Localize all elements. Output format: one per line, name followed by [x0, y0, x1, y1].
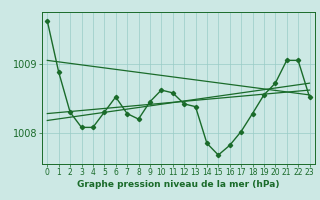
- X-axis label: Graphe pression niveau de la mer (hPa): Graphe pression niveau de la mer (hPa): [77, 180, 280, 189]
